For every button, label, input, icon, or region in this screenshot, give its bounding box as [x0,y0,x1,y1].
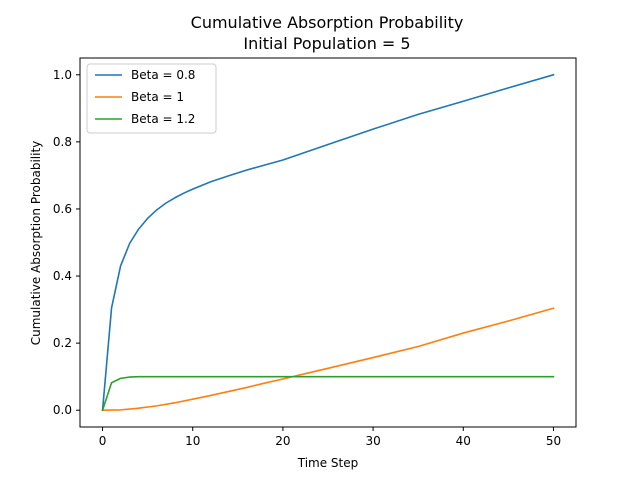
y-tick-label: 0.8 [53,135,72,149]
plot-lines [101,73,555,412]
legend-label-1: Beta = 0.8 [131,68,195,82]
x-tick-label: 0 [99,434,107,448]
x-tick-label: 40 [456,434,471,448]
legend-box [86,63,217,134]
chart-subtitle: Initial Population = 5 [243,34,410,53]
x-tick-label: 30 [365,434,380,448]
x-axis-label: Time Step [297,456,359,470]
series-line-1 [101,73,555,412]
x-tick-label: 20 [275,434,290,448]
legend-label-3: Beta = 1.2 [131,112,195,126]
plot-frame [79,57,577,428]
series-line-3 [101,375,555,412]
series-line-2 [101,307,555,412]
y-tick-label: 1.0 [53,68,72,82]
y-tick-label: 0.0 [53,403,72,417]
legend-label-2: Beta = 1 [131,90,184,104]
y-tick-label: 0.2 [53,336,72,350]
x-tick-label: 10 [185,434,200,448]
x-axis: 0 10 20 30 40 50 [99,427,561,448]
y-axis-label: Cumulative Absorption Probability [29,141,43,346]
y-axis: 0.0 0.2 0.4 0.6 0.8 1.0 [53,68,80,417]
x-tick-label: 50 [546,434,561,448]
legend: Beta = 0.8 Beta = 1 Beta = 1.2 [86,63,217,134]
y-tick-label: 0.6 [53,202,72,216]
y-tick-label: 0.4 [53,269,72,283]
chart-title: Cumulative Absorption Probability [191,13,464,32]
